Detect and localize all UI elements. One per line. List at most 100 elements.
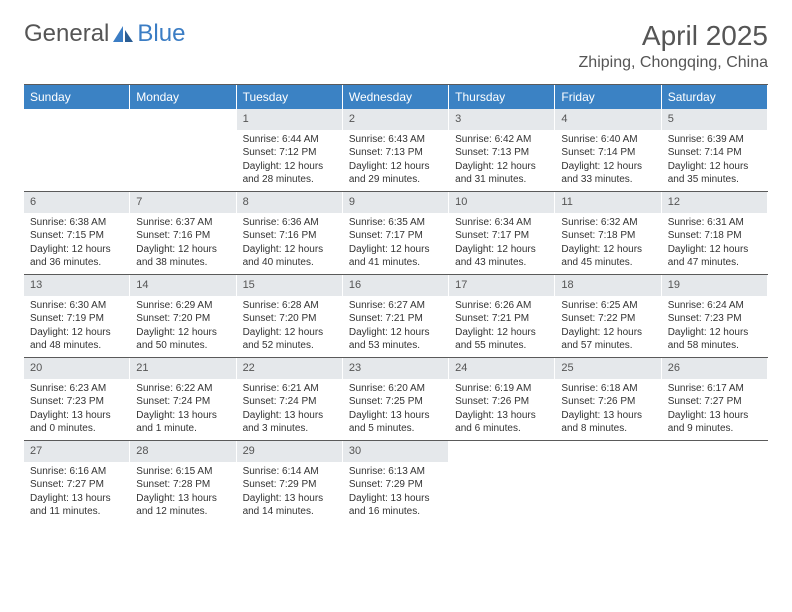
- day-number: 29: [237, 441, 342, 462]
- day-info: Sunrise: 6:23 AMSunset: 7:23 PMDaylight:…: [24, 382, 129, 436]
- sunrise-text: Sunrise: 6:24 AM: [668, 299, 761, 313]
- day-info: Sunrise: 6:34 AMSunset: 7:17 PMDaylight:…: [449, 216, 554, 270]
- sunrise-text: Sunrise: 6:20 AM: [349, 382, 442, 396]
- daylight-text: Daylight: 13 hours and 12 minutes.: [136, 492, 229, 519]
- daylight-text: Daylight: 13 hours and 9 minutes.: [668, 409, 761, 436]
- month-title: April 2025: [579, 20, 768, 52]
- day-number: 7: [130, 192, 235, 213]
- sunrise-text: Sunrise: 6:26 AM: [455, 299, 548, 313]
- sunset-text: Sunset: 7:13 PM: [455, 146, 548, 160]
- day-number: 18: [555, 275, 660, 296]
- day-info: Sunrise: 6:37 AMSunset: 7:16 PMDaylight:…: [130, 216, 235, 270]
- header: General Blue April 2025 Zhiping, Chongqi…: [24, 20, 768, 72]
- day-info: Sunrise: 6:42 AMSunset: 7:13 PMDaylight:…: [449, 133, 554, 187]
- day-number: 6: [24, 192, 129, 213]
- day-number: 17: [449, 275, 554, 296]
- day-number: 15: [237, 275, 342, 296]
- daylight-text: Daylight: 12 hours and 40 minutes.: [243, 243, 336, 270]
- sunrise-text: Sunrise: 6:34 AM: [455, 216, 548, 230]
- day-info: Sunrise: 6:30 AMSunset: 7:19 PMDaylight:…: [24, 299, 129, 353]
- sunset-text: Sunset: 7:25 PM: [349, 395, 442, 409]
- sunrise-text: Sunrise: 6:16 AM: [30, 465, 123, 479]
- calendar-cell: 5 Sunrise: 6:39 AMSunset: 7:14 PMDaylight…: [662, 109, 768, 191]
- sunset-text: Sunset: 7:27 PM: [30, 478, 123, 492]
- sunset-text: Sunset: 7:24 PM: [243, 395, 336, 409]
- day-info: Sunrise: 6:16 AMSunset: 7:27 PMDaylight:…: [24, 465, 129, 519]
- weekday-header: Wednesday: [343, 85, 449, 109]
- day-number: 12: [662, 192, 767, 213]
- sunrise-text: Sunrise: 6:42 AM: [455, 133, 548, 147]
- calendar-cell: 16Sunrise: 6:27 AMSunset: 7:21 PMDayligh…: [343, 275, 449, 357]
- sunrise-text: Sunrise: 6:21 AM: [243, 382, 336, 396]
- calendar-cell: 3 Sunrise: 6:42 AMSunset: 7:13 PMDaylight…: [449, 109, 555, 191]
- sunset-text: Sunset: 7:14 PM: [561, 146, 654, 160]
- weekday-header: Monday: [130, 85, 236, 109]
- location: Zhiping, Chongqing, China: [579, 54, 768, 72]
- calendar-cell: 15 Sunrise: 6:28 AMSunset: 7:20 PMDayligh…: [237, 275, 343, 357]
- daylight-text: Daylight: 13 hours and 11 minutes.: [30, 492, 123, 519]
- sunrise-text: Sunrise: 6:37 AM: [136, 216, 229, 230]
- daylight-text: Daylight: 13 hours and 6 minutes.: [455, 409, 548, 436]
- daylight-text: Daylight: 12 hours and 53 minutes.: [349, 326, 442, 353]
- daylight-text: Daylight: 13 hours and 14 minutes.: [243, 492, 336, 519]
- daylight-text: Daylight: 12 hours and 45 minutes.: [561, 243, 654, 270]
- calendar-cell: 4Sunrise: 6:40 AMSunset: 7:14 PMDaylight…: [555, 109, 661, 191]
- day-info: Sunrise: 6:39 AMSunset: 7:14 PMDaylight:…: [662, 133, 767, 187]
- calendar-cell: 21Sunrise: 6:22 AMSunset: 7:24 PMDayligh…: [130, 358, 236, 440]
- daylight-text: Daylight: 12 hours and 28 minutes.: [243, 160, 336, 187]
- daylight-text: Daylight: 12 hours and 38 minutes.: [136, 243, 229, 270]
- title-block: April 2025 Zhiping, Chongqing, China: [579, 20, 768, 72]
- sunset-text: Sunset: 7:16 PM: [243, 229, 336, 243]
- sunrise-text: Sunrise: 6:19 AM: [455, 382, 548, 396]
- sunrise-text: Sunrise: 6:44 AM: [243, 133, 336, 147]
- calendar-cell: 28Sunrise: 6:15 AMSunset: 7:28 PMDayligh…: [130, 441, 236, 523]
- calendar-cell: 27Sunrise: 6:16 AMSunset: 7:27 PMDayligh…: [24, 441, 130, 523]
- day-info: Sunrise: 6:36 AMSunset: 7:16 PMDaylight:…: [237, 216, 342, 270]
- sunrise-text: Sunrise: 6:36 AM: [243, 216, 336, 230]
- day-number: 23: [343, 358, 448, 379]
- day-number: 25: [555, 358, 660, 379]
- sunrise-text: Sunrise: 6:18 AM: [561, 382, 654, 396]
- day-info: Sunrise: 6:17 AMSunset: 7:27 PMDaylight:…: [662, 382, 767, 436]
- sunrise-text: Sunrise: 6:40 AM: [561, 133, 654, 147]
- daylight-text: Daylight: 12 hours and 31 minutes.: [455, 160, 548, 187]
- day-number: 3: [449, 109, 554, 130]
- day-info: Sunrise: 6:28 AMSunset: 7:20 PMDaylight:…: [237, 299, 342, 353]
- sunrise-text: Sunrise: 6:22 AM: [136, 382, 229, 396]
- day-info: Sunrise: 6:44 AMSunset: 7:12 PMDaylight:…: [237, 133, 342, 187]
- day-info: Sunrise: 6:26 AMSunset: 7:21 PMDaylight:…: [449, 299, 554, 353]
- weekday-header: Sunday: [24, 85, 130, 109]
- day-number: 13: [24, 275, 129, 296]
- day-info: Sunrise: 6:32 AMSunset: 7:18 PMDaylight:…: [555, 216, 660, 270]
- sunset-text: Sunset: 7:21 PM: [455, 312, 548, 326]
- daylight-text: Daylight: 12 hours and 52 minutes.: [243, 326, 336, 353]
- day-number: 9: [343, 192, 448, 213]
- calendar-cell: 23Sunrise: 6:20 AMSunset: 7:25 PMDayligh…: [343, 358, 449, 440]
- calendar-cell: 10 Sunrise: 6:34 AMSunset: 7:17 PMDayligh…: [449, 192, 555, 274]
- day-number: 10: [449, 192, 554, 213]
- calendar-cell: [130, 109, 236, 191]
- sunset-text: Sunset: 7:14 PM: [668, 146, 761, 160]
- day-number: 30: [343, 441, 448, 462]
- sunrise-text: Sunrise: 6:28 AM: [243, 299, 336, 313]
- day-number: 2: [343, 109, 448, 130]
- calendar-cell: 29Sunrise: 6:14 AMSunset: 7:29 PMDayligh…: [237, 441, 343, 523]
- daylight-text: Daylight: 12 hours and 55 minutes.: [455, 326, 548, 353]
- brand-part1: General: [24, 20, 109, 48]
- calendar-cell: 24Sunrise: 6:19 AMSunset: 7:26 PMDayligh…: [449, 358, 555, 440]
- calendar-cell: 22Sunrise: 6:21 AMSunset: 7:24 PMDayligh…: [237, 358, 343, 440]
- calendar-cell: [555, 441, 661, 523]
- sunset-text: Sunset: 7:18 PM: [561, 229, 654, 243]
- sunrise-text: Sunrise: 6:27 AM: [349, 299, 442, 313]
- sunset-text: Sunset: 7:27 PM: [668, 395, 761, 409]
- day-number: 5: [662, 109, 767, 130]
- weekday-header: Friday: [555, 85, 661, 109]
- brand-part2: Blue: [137, 20, 185, 48]
- daylight-text: Daylight: 13 hours and 8 minutes.: [561, 409, 654, 436]
- calendar-cell: 14Sunrise: 6:29 AMSunset: 7:20 PMDayligh…: [130, 275, 236, 357]
- sunrise-text: Sunrise: 6:15 AM: [136, 465, 229, 479]
- calendar-cell: 6Sunrise: 6:38 AMSunset: 7:15 PMDaylight…: [24, 192, 130, 274]
- calendar-cell: 25Sunrise: 6:18 AMSunset: 7:26 PMDayligh…: [555, 358, 661, 440]
- calendar-cell: 26Sunrise: 6:17 AMSunset: 7:27 PMDayligh…: [662, 358, 768, 440]
- sunrise-text: Sunrise: 6:35 AM: [349, 216, 442, 230]
